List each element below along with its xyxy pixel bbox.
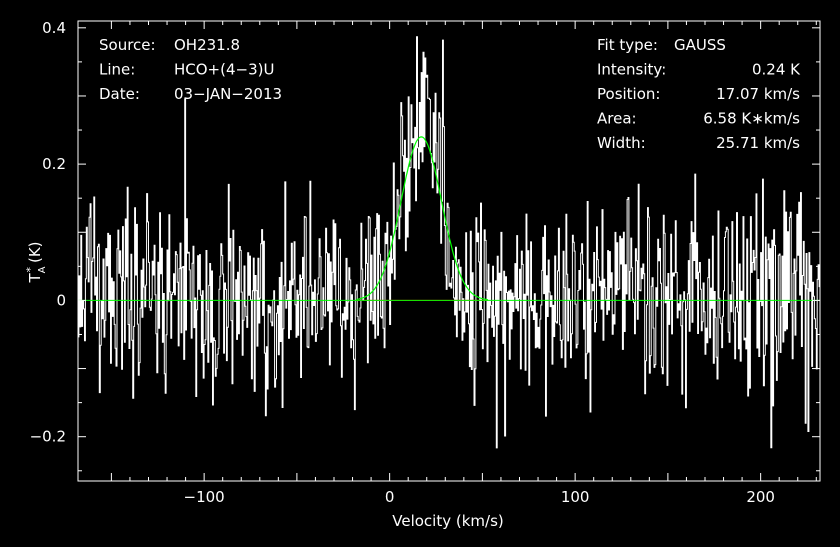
gaussian-fit-curve xyxy=(356,136,489,301)
header-left: Source: OH231.8 Line: HCO+(4−3)U Date: 03−JAN… xyxy=(99,36,282,103)
x-tick-label: −100 xyxy=(184,488,225,506)
header-value: 03−JAN−2013 xyxy=(174,85,282,103)
fit-result-value: 25.71 km/s xyxy=(716,134,800,152)
fit-result-label: Position: xyxy=(597,85,660,103)
fit-result-value: 6.58 K∗km/s xyxy=(703,110,800,128)
spectrum-line xyxy=(78,36,821,449)
x-tick-label: 200 xyxy=(746,488,775,506)
plot-frame xyxy=(77,20,821,482)
x-axis-label: Velocity (km/s) xyxy=(392,512,503,530)
y-tick-label: −0.2 xyxy=(30,428,66,446)
fit-result-label: Area: xyxy=(597,110,637,128)
y-axis-label-unit: (K) xyxy=(26,241,44,263)
y-axis-label-superscript: * xyxy=(24,267,37,273)
svg-text:TA*(K): TA* (K) xyxy=(24,241,48,283)
fit-result-label: Width: xyxy=(597,134,646,152)
x-tick-labels: −100 0 100 200 xyxy=(184,488,775,506)
gaussian-fit-series xyxy=(78,136,820,301)
header-value: OH231.8 xyxy=(174,36,240,54)
y-tick-label: 0.2 xyxy=(42,155,66,173)
spectrum-series xyxy=(78,36,821,449)
fit-result-value: GAUSS xyxy=(674,36,726,54)
fit-result-label: Fit type: xyxy=(597,36,658,54)
x-tick-label: 0 xyxy=(385,488,395,506)
y-axis-label-subscript: A xyxy=(37,266,48,273)
axis-ticks xyxy=(78,21,820,481)
fit-result-label: Intensity: xyxy=(597,61,666,79)
fit-results-panel: Fit type: GAUSS Intensity: 0.24 K Position: 1… xyxy=(597,36,801,152)
y-tick-label: 0 xyxy=(56,291,66,309)
y-tick-labels: −0.2 0 0.2 0.4 xyxy=(30,19,66,446)
y-axis-label: TA* (K) xyxy=(24,241,48,283)
fit-result-value: 0.24 K xyxy=(752,61,801,79)
header-value: HCO+(4−3)U xyxy=(174,61,274,79)
y-tick-label: 0.4 xyxy=(42,19,66,37)
header-label: Source: xyxy=(99,36,156,54)
header-label: Date: xyxy=(99,85,140,103)
header-label: Line: xyxy=(99,61,135,79)
y-axis-label-symbol: T xyxy=(26,273,44,284)
x-tick-label: 100 xyxy=(561,488,590,506)
fit-result-value: 17.07 km/s xyxy=(716,85,800,103)
